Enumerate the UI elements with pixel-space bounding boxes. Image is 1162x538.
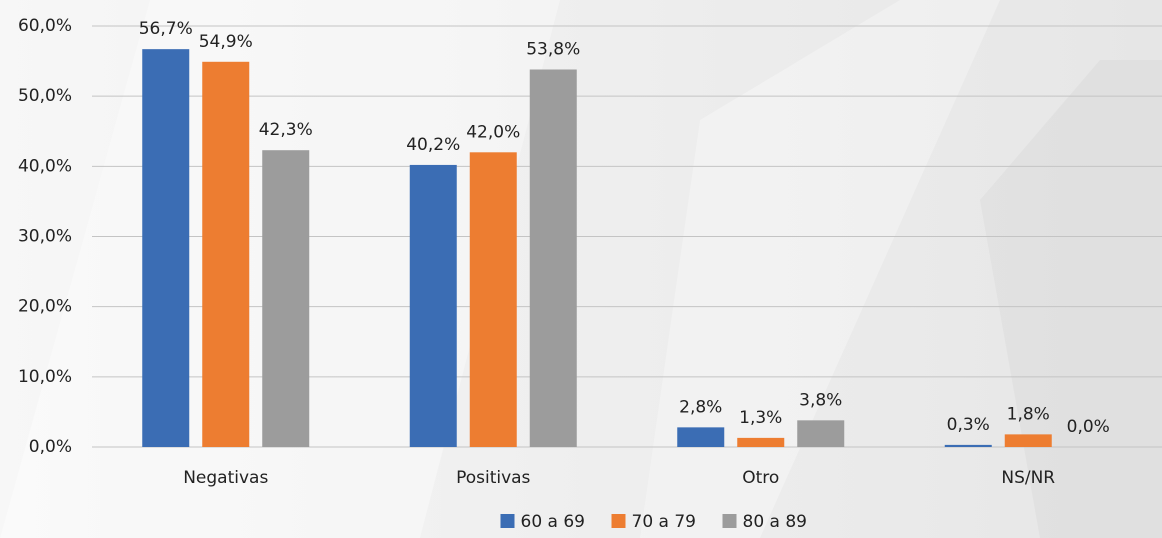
value-label: 42,0% (466, 122, 520, 142)
decor (980, 60, 1162, 538)
bar (202, 61, 250, 447)
bar (677, 427, 725, 447)
value-label: 0,0% (1067, 417, 1110, 437)
y-tick-label: 20,0% (18, 297, 72, 317)
legend-swatch (500, 514, 515, 528)
bar (1004, 434, 1052, 447)
y-tick-label: 50,0% (18, 86, 72, 106)
value-label: 42,3% (259, 120, 313, 140)
value-label: 54,9% (199, 32, 253, 52)
bar (262, 150, 310, 447)
x-tick-label: NS/NR (1001, 468, 1055, 488)
legend-label: 80 a 89 (743, 512, 808, 532)
y-tick-label: 10,0% (18, 367, 72, 387)
bar (142, 49, 190, 447)
bar (737, 437, 785, 447)
legend-label: 60 a 69 (521, 512, 586, 532)
value-label: 40,2% (406, 135, 460, 155)
value-label: 0,3% (947, 415, 990, 435)
legend-swatch (722, 514, 737, 528)
value-label: 53,8% (526, 40, 580, 60)
y-tick-label: 40,0% (18, 156, 72, 176)
legend-swatch (611, 514, 626, 528)
bar (529, 69, 577, 448)
bar (409, 164, 457, 447)
value-label: 1,8% (1007, 404, 1050, 424)
y-tick-label: 60,0% (18, 16, 72, 36)
x-tick-label: Otro (742, 468, 779, 488)
bar (944, 444, 992, 447)
bar (469, 152, 517, 448)
value-label: 56,7% (139, 19, 193, 39)
x-tick-label: Positivas (456, 468, 530, 488)
y-tick-label: 30,0% (18, 227, 72, 247)
legend-label: 70 a 79 (632, 512, 697, 532)
x-tick-label: Negativas (183, 468, 268, 488)
decor (640, 0, 1000, 538)
y-tick-label: 0,0% (29, 437, 72, 457)
bar (797, 420, 845, 447)
value-label: 2,8% (679, 397, 722, 417)
value-label: 1,3% (739, 408, 782, 428)
value-label: 3,8% (799, 390, 842, 410)
